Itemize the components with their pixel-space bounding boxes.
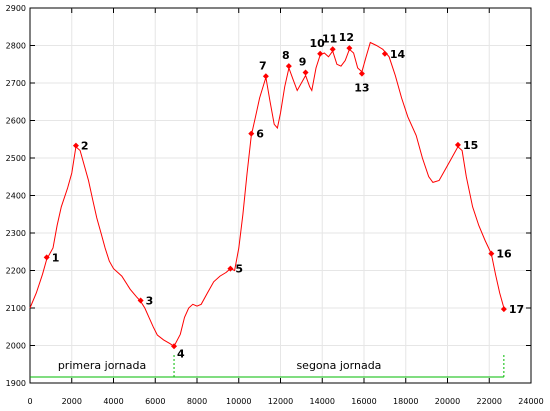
waypoint-marker (72, 142, 79, 149)
x-tick-label: 10000 (226, 397, 251, 406)
waypoint-label: 17 (509, 303, 524, 316)
x-tick-label: 22000 (477, 397, 502, 406)
x-tick-label: 18000 (393, 397, 418, 406)
x-tick-label: 20000 (435, 397, 460, 406)
stage-label: segona jornada (296, 359, 381, 372)
waypoint-marker (346, 45, 353, 52)
waypoint-label: 7 (259, 59, 267, 72)
x-tick-label: 24000 (518, 397, 543, 406)
waypoint-marker (488, 250, 495, 257)
waypoint-marker (285, 63, 292, 70)
stage-label: primera jornada (58, 359, 146, 372)
waypoint-label: 12 (339, 31, 354, 44)
y-tick-label: 2500 (6, 154, 26, 163)
waypoint-marker (227, 265, 234, 272)
y-tick-label: 2700 (6, 79, 26, 88)
waypoint-label: 6 (256, 128, 264, 141)
y-tick-label: 2800 (6, 42, 26, 51)
y-tick-label: 2400 (6, 192, 26, 201)
y-tick-label: 2100 (6, 304, 26, 313)
waypoint-label: 3 (146, 295, 154, 308)
waypoint-label: 16 (496, 248, 512, 261)
waypoint-marker (500, 306, 507, 313)
waypoint-label: 13 (354, 82, 369, 95)
x-tick-label: 14000 (310, 397, 335, 406)
waypoint-marker (262, 73, 269, 80)
waypoint-marker (43, 254, 50, 261)
x-tick-label: 0 (27, 397, 32, 406)
x-tick-label: 8000 (187, 397, 207, 406)
waypoint-label: 14 (390, 48, 406, 61)
waypoint-label: 10 (310, 37, 326, 50)
grid (30, 8, 531, 383)
y-tick-label: 1900 (6, 379, 26, 388)
waypoint-marker (248, 130, 255, 137)
y-tick-label: 2900 (6, 4, 26, 13)
x-tick-label: 16000 (351, 397, 376, 406)
waypoint-label: 11 (322, 32, 337, 45)
waypoint-marker (317, 50, 324, 57)
elevation-profile-line (29, 41, 505, 348)
x-tick-label: 6000 (145, 397, 165, 406)
waypoint-label: 4 (177, 347, 185, 360)
waypoint-marker (171, 343, 178, 350)
waypoint-label: 2 (81, 140, 89, 153)
x-tick-label: 4000 (103, 397, 123, 406)
x-tick-label: 12000 (268, 397, 293, 406)
waypoint-marker (302, 69, 309, 76)
waypoint-label: 1 (52, 251, 60, 264)
waypoint-marker (329, 46, 336, 53)
waypoint-marker (358, 70, 365, 77)
ticks: 1900200021002200230024002500260027002800… (6, 4, 544, 406)
waypoint-label: 5 (235, 263, 243, 276)
y-tick-label: 2600 (6, 117, 26, 126)
waypoint-label: 9 (299, 56, 307, 69)
waypoint-label: 15 (463, 139, 478, 152)
y-tick-label: 2300 (6, 229, 26, 238)
y-tick-label: 2200 (6, 267, 26, 276)
waypoint-label: 8 (282, 49, 290, 62)
stage-markers: primera jornada segona jornada (30, 355, 505, 378)
waypoint-marker (454, 141, 461, 148)
waypoint-marker (137, 297, 144, 304)
x-tick-label: 2000 (62, 397, 82, 406)
y-tick-label: 2000 (6, 342, 26, 351)
waypoint-marker (381, 50, 388, 57)
